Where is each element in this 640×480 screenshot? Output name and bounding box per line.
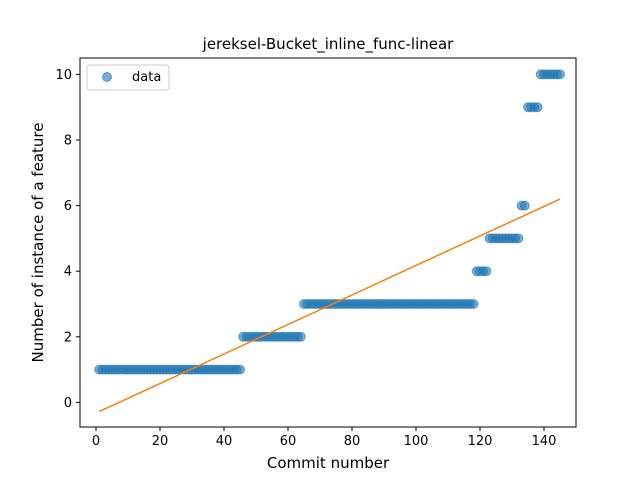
legend-box	[86, 64, 170, 91]
data-point	[468, 299, 479, 309]
x-tick-label: 20	[152, 434, 169, 449]
x-tick-label: 80	[344, 434, 361, 449]
x-tick-label: 100	[404, 434, 429, 449]
x-tick-label: 60	[280, 434, 297, 449]
y-tick-label: 10	[55, 68, 72, 83]
legend: data	[86, 64, 170, 91]
chart-title: jereksel-Bucket_inline_func-linear	[202, 35, 455, 54]
y-tick-label: 4	[64, 265, 72, 280]
x-tick-label: 140	[532, 434, 557, 449]
data-point	[532, 102, 543, 113]
fit-line	[98, 198, 561, 413]
plot-area	[94, 69, 565, 413]
data-point	[519, 200, 530, 211]
x-tick-label: 40	[216, 434, 233, 449]
data-point	[235, 364, 245, 375]
y-tick-label: 0	[64, 396, 72, 411]
axis-ticks: 0 20 40 60 80 100 120 140 0 2 4 6 8 10	[55, 68, 556, 449]
x-tick-label: 0	[92, 434, 100, 449]
x-tick-label: 120	[468, 434, 493, 449]
plot-frame	[79, 57, 577, 428]
data-point	[295, 331, 306, 342]
data-point	[555, 69, 565, 80]
y-tick-label: 2	[64, 330, 72, 345]
y-tick-label: 8	[64, 134, 72, 149]
y-tick-label: 6	[64, 199, 72, 214]
x-axis-label: Commit number	[267, 454, 390, 472]
data-point	[481, 266, 492, 277]
legend-marker-data	[102, 72, 112, 82]
legend-label-data: data	[132, 70, 161, 85]
data-point	[513, 233, 524, 244]
y-axis-label: Number of instance of a feature	[29, 123, 47, 363]
